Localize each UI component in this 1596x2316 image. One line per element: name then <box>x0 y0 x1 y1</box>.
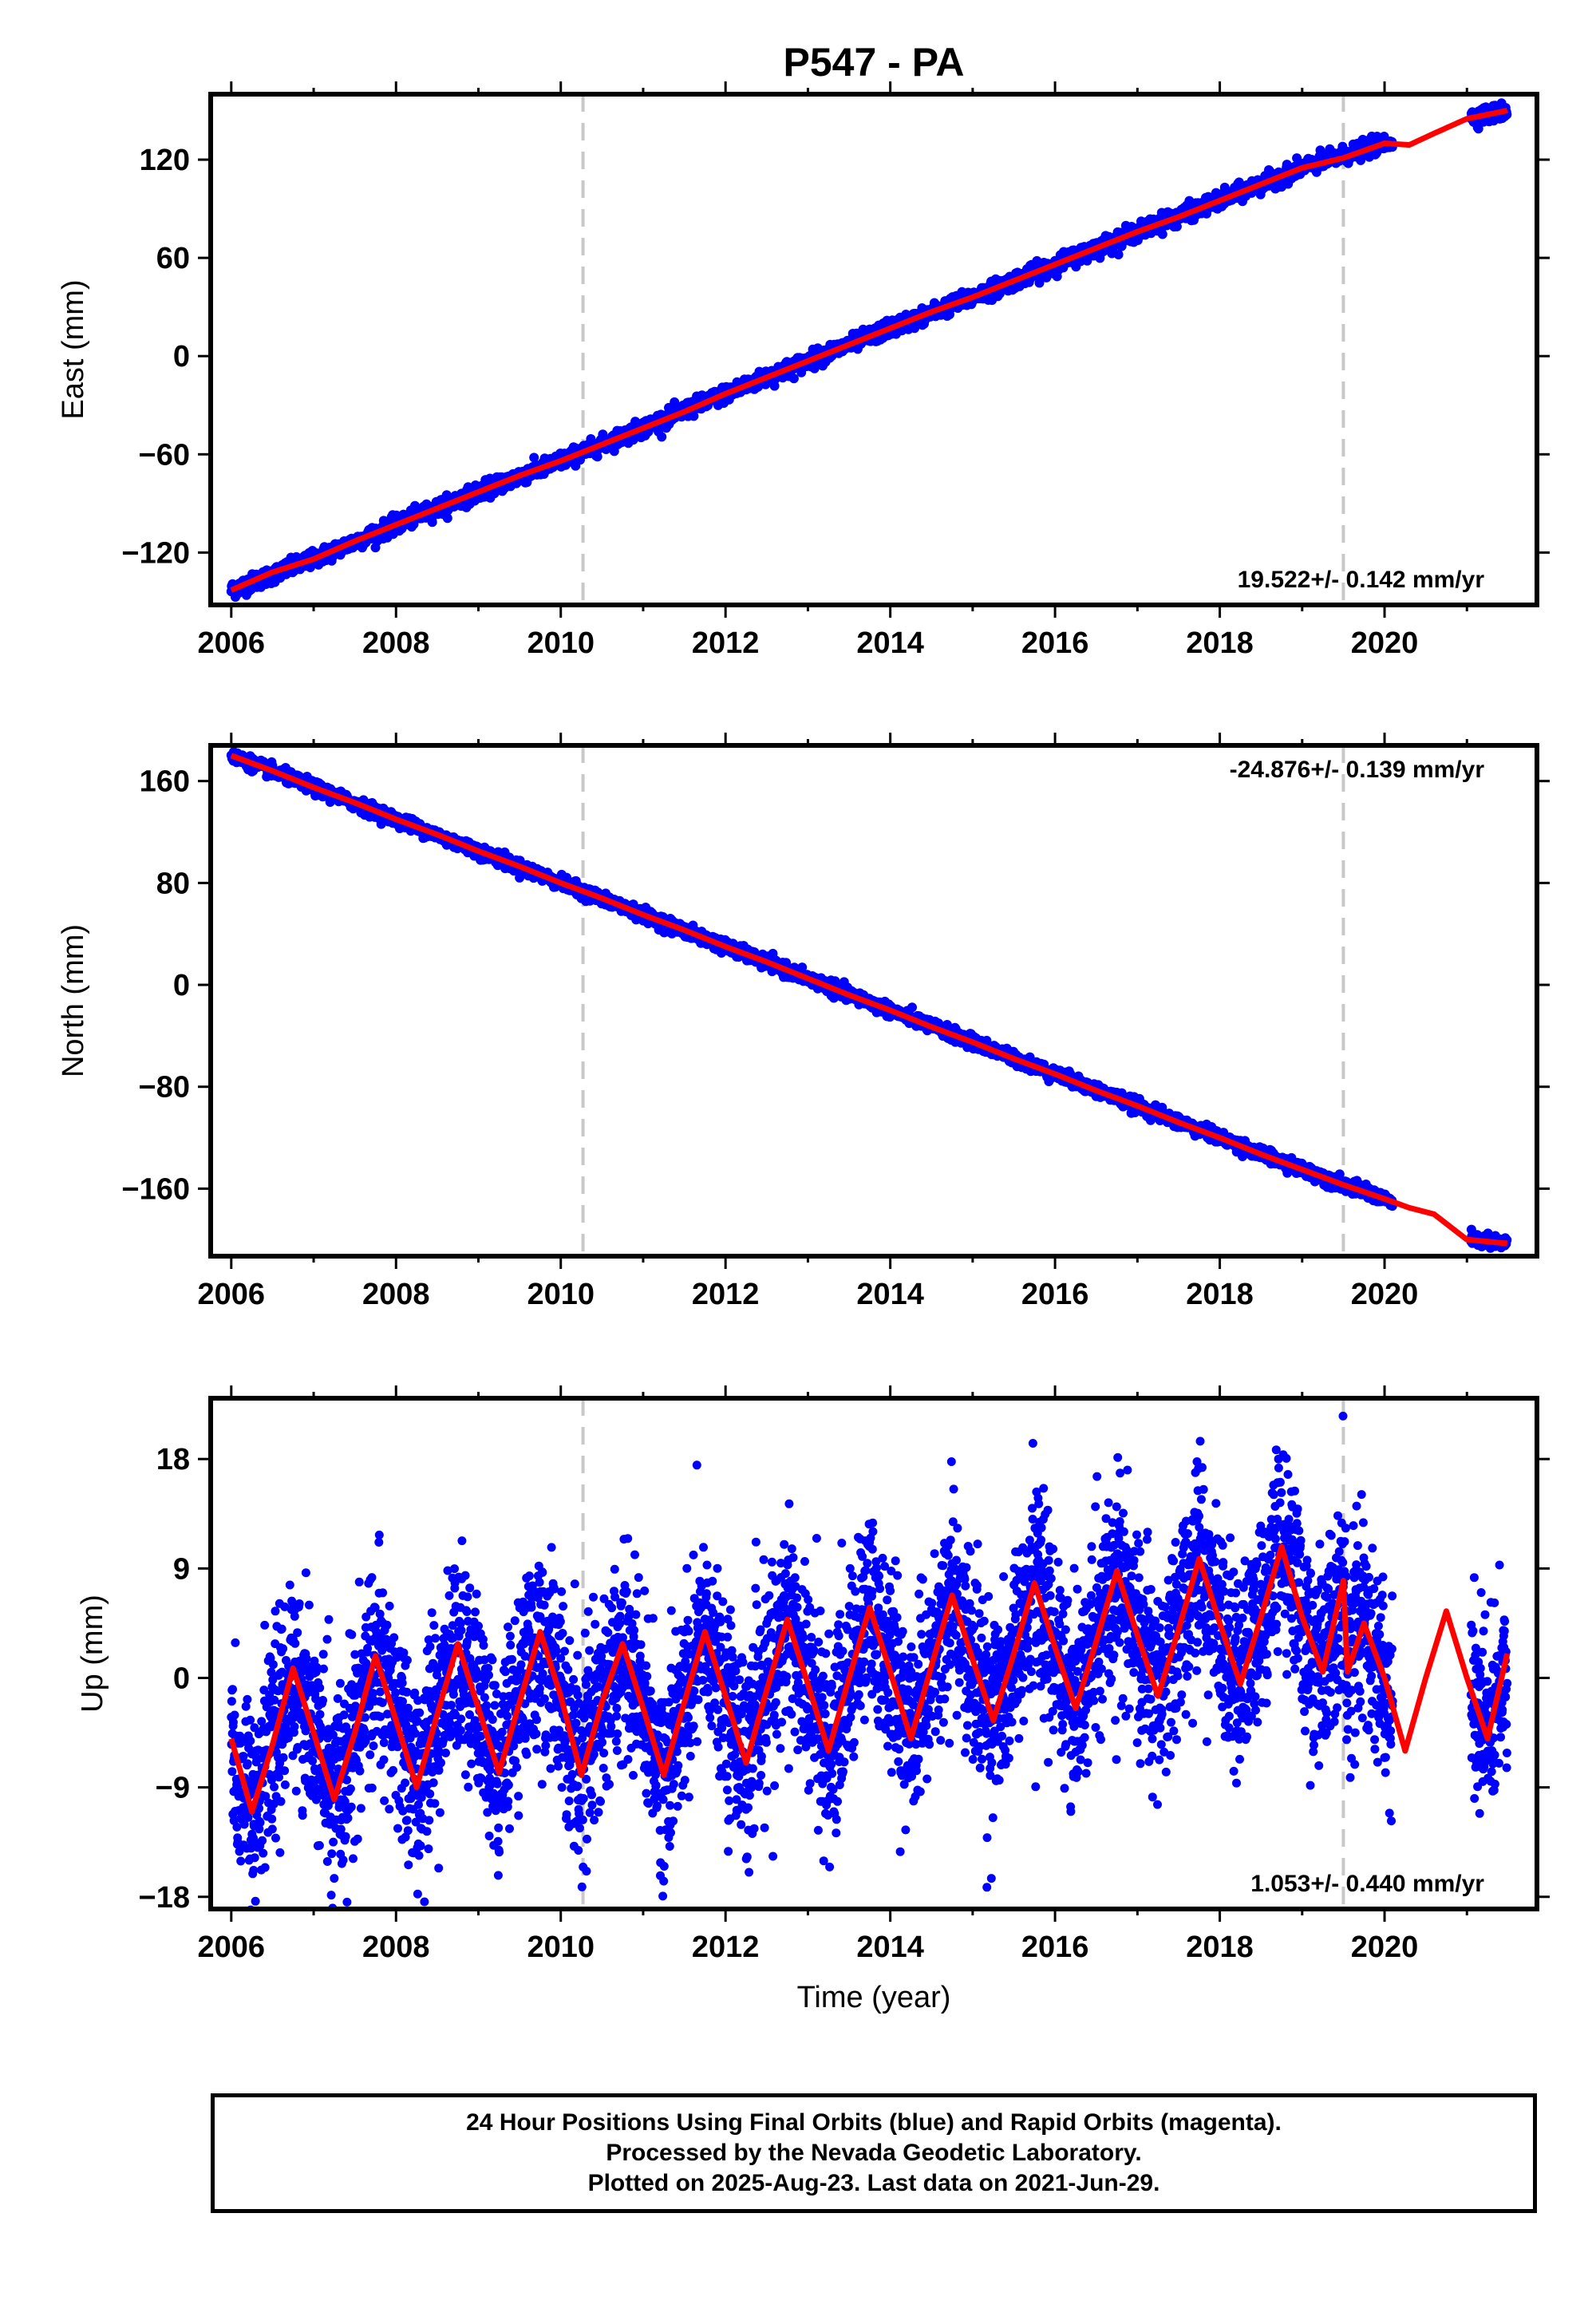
east-data-point <box>592 452 602 462</box>
east-data-point <box>442 513 452 524</box>
east-data-point <box>1171 221 1182 231</box>
east-model-line <box>229 108 1510 593</box>
east-data-point <box>1292 153 1302 164</box>
east-y-tick-label: −120 <box>121 536 190 570</box>
east-frame <box>208 92 1539 607</box>
north-plot-area <box>226 745 1512 1256</box>
north-panel: 2006 2008 2010 2012 2014 2016 2018 2020−160−800… <box>57 733 1550 1311</box>
east-data-point <box>427 517 437 528</box>
east-y-tick-label: −60 <box>139 438 190 472</box>
figure-title: P547 - PA <box>784 40 965 85</box>
east-x-tick-label: 2018 <box>1186 626 1254 660</box>
east-x-tick-label: 2012 <box>692 626 760 660</box>
east-y-tick-label: 120 <box>140 144 190 177</box>
east-x-tick-label: 2020 <box>1351 626 1419 660</box>
east-y-axis-label: East (mm) <box>57 279 90 419</box>
east-plot-area <box>226 94 1512 605</box>
east-x-tick-label: 2010 <box>527 626 595 660</box>
east-data-point <box>910 323 920 334</box>
east-observed-points <box>226 98 1512 603</box>
east-data-point <box>788 373 799 384</box>
east-x-tick-label: 2016 <box>1021 626 1089 660</box>
east-data-point <box>1157 229 1167 239</box>
east-panel: 2006 2008 2010 2012 2014 2016 2018 2020 −120 −60 0… <box>57 81 1550 660</box>
east-x-tick-label: 2014 <box>856 626 924 660</box>
east-x-tick-label: 2008 <box>362 626 430 660</box>
east-y-tick-label: 60 <box>156 242 190 275</box>
north-data-point <box>907 1002 917 1013</box>
east-data-point <box>657 432 667 442</box>
east-y-tick-label: 0 <box>173 340 190 373</box>
east-rate-annotation: 19.522+/- 0.142 mm/yr <box>1238 567 1485 593</box>
east-data-point <box>1034 278 1045 288</box>
east-x-tick-label: 2006 <box>198 626 266 660</box>
east-data-point <box>529 453 539 463</box>
east-data-point <box>1113 250 1124 259</box>
